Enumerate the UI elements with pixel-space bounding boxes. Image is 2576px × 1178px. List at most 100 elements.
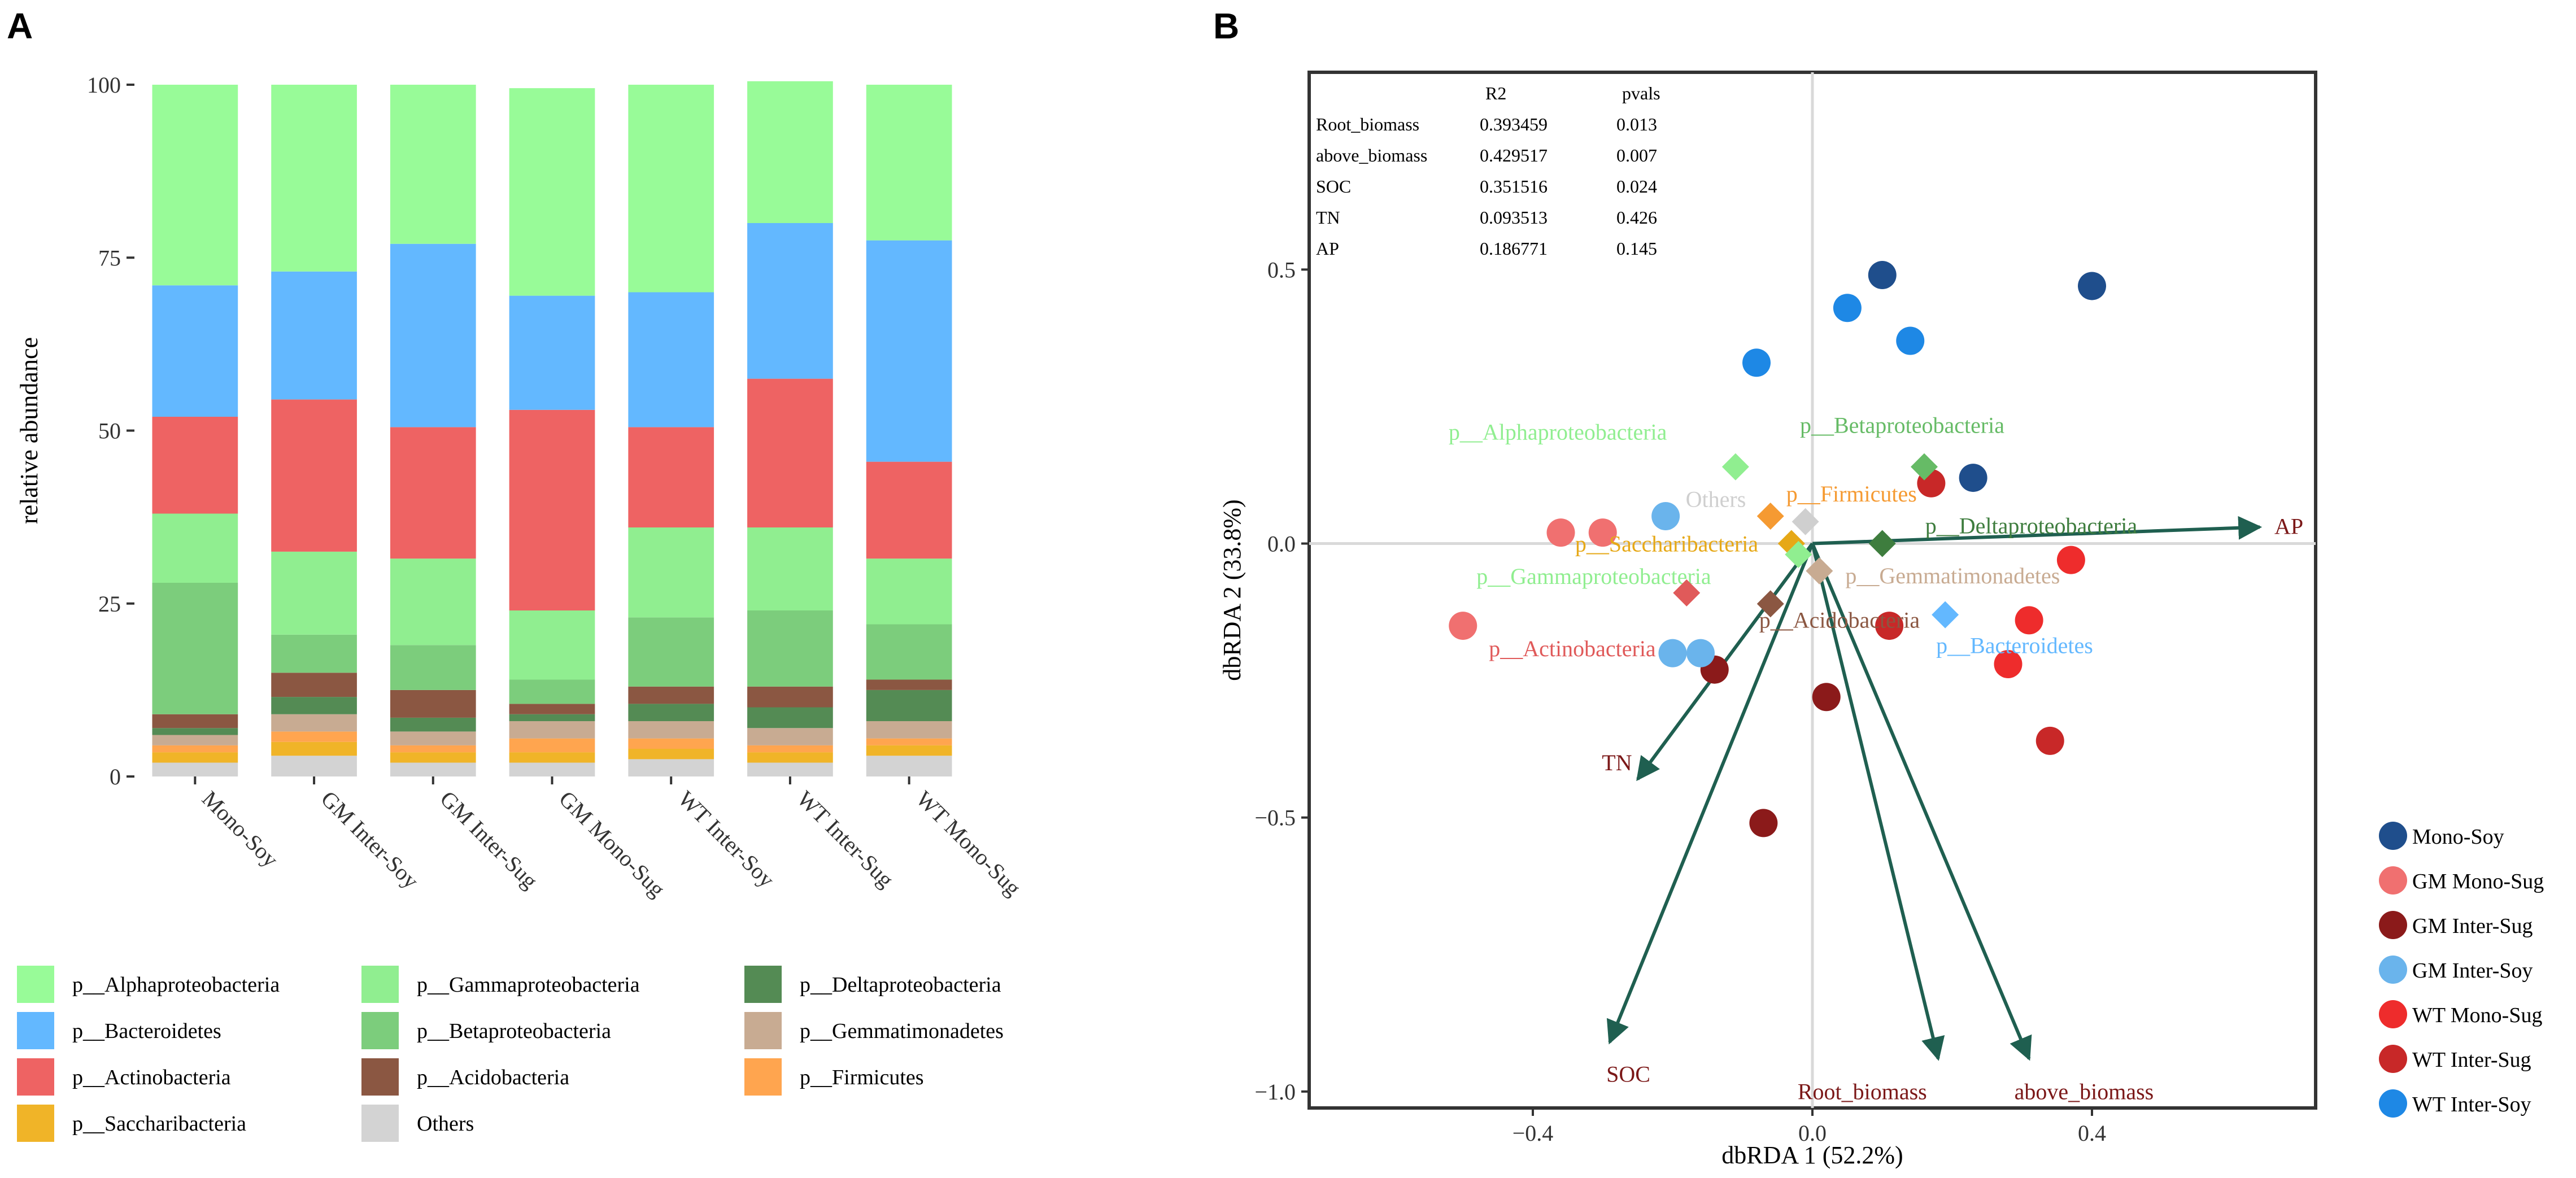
bar-segment-p-betaproteobacteria: [271, 634, 357, 673]
legend-label-gm-mono-sug: GM Mono-Sug: [2412, 870, 2544, 893]
point-gm-inter-soy: [1658, 639, 1687, 667]
env-arrows: AP TN SOC Root_biomass above_biomass: [1602, 513, 2303, 1104]
bar-segment-p-firmicutes: [866, 738, 952, 745]
bar-segment-p-gammaproteobacteria: [152, 513, 238, 583]
point-wt-inter-soy: [1896, 326, 1925, 355]
table-cell: 0.093513: [1480, 207, 1548, 228]
bar-segment-p-alphaproteobacteria: [628, 85, 714, 293]
panel-b-letter: B: [1213, 6, 1239, 46]
table-cell: 0.351516: [1480, 176, 1548, 197]
x-tick-label: WT Inter-Sug: [792, 786, 899, 893]
point-gm-inter-soy: [1686, 639, 1715, 667]
legend-label-p-actinobacteria: p__Actinobacteria: [72, 1066, 231, 1089]
arrow-label-soc: SOC: [1606, 1062, 1650, 1087]
bar-segment-others: [390, 762, 476, 776]
bar-chart-legend: p__Alphaproteobacteria p__Bacteroidetes p_…: [17, 966, 1004, 1142]
bar-segment-p-actinobacteria: [509, 409, 595, 610]
legend-label-p-gammaproteobacteria: p__Gammaproteobacteria: [417, 973, 640, 997]
y-tick-label: 100: [87, 72, 121, 98]
species-label-others: Others: [1686, 487, 1746, 512]
y-tick-label: 0.5: [1267, 257, 1296, 282]
table-cell: 0.024: [1616, 176, 1657, 197]
species-label-p-gemmatimonadetes: p__Gemmatimonadetes: [1845, 563, 2060, 588]
bar-segment-p-alphaproteobacteria: [152, 85, 238, 286]
table-cell: Root_biomass: [1316, 114, 1419, 134]
species-label-p-bacteroidetes: p__Bacteroidetes: [1936, 633, 2093, 658]
bar-segment-p-saccharibacteria: [747, 752, 833, 763]
point-wt-inter-sug: [1875, 612, 1904, 640]
y-tick-label: −0.5: [1254, 805, 1296, 831]
bar-segment-p-firmicutes: [271, 731, 357, 742]
species-marker-others: [1792, 508, 1819, 535]
species-marker-p-betaproteobacteria: [1911, 453, 1938, 481]
point-gm-mono-sug: [1546, 518, 1575, 547]
bar-segment-p-betaproteobacteria: [509, 679, 595, 704]
legend-swatch-p-firmicutes: [744, 1058, 782, 1096]
point-wt-inter-soy: [1833, 294, 1862, 322]
y-tick-label: 25: [98, 591, 121, 617]
legend-swatch-p-alphaproteobacteria: [17, 966, 54, 1003]
bar-segment-others: [866, 756, 952, 776]
bar-segment-p-firmicutes: [747, 745, 833, 753]
y-axis-title: relative abundance: [15, 337, 43, 524]
bar-segment-p-actinobacteria: [866, 461, 952, 559]
point-gm-inter-sug: [1749, 809, 1778, 837]
bar-segment-p-saccharibacteria: [152, 752, 238, 763]
bar-segment-p-saccharibacteria: [628, 749, 714, 760]
bar-segment-p-gemmatimonadetes: [747, 728, 833, 745]
point-mono-soy: [1959, 464, 1987, 492]
bar-segment-p-actinobacteria: [390, 427, 476, 559]
legend-label-wt-inter-soy: WT Inter-Soy: [2412, 1093, 2531, 1116]
species-marker-p-deltaproteobacteria: [1868, 530, 1896, 557]
x-tick-label: WT Mono-Sug: [911, 786, 1026, 901]
y-tick-label: 0.0: [1267, 531, 1296, 557]
bar-segment-p-alphaproteobacteria: [390, 85, 476, 244]
y-tick-label: 75: [98, 245, 121, 270]
bar-segment-p-acidobacteria: [509, 704, 595, 714]
species-label-p-acidobacteria: p__Acidobacteria: [1759, 607, 1920, 632]
legend-dot-mono-soy: [2379, 822, 2407, 850]
bar-segment-p-acidobacteria: [390, 690, 476, 718]
legend-dot-gm-mono-sug: [2379, 866, 2407, 895]
sample-points: [1449, 261, 2106, 837]
bar-segment-p-acidobacteria: [152, 714, 238, 728]
bar-segment-p-betaproteobacteria: [628, 617, 714, 687]
x-axis-title: dbRDA 1 (52.2%): [1721, 1141, 1903, 1169]
bar-segment-p-gemmatimonadetes: [271, 714, 357, 732]
arrow-root-biomass: [1811, 543, 1945, 1061]
bar-segment-p-gemmatimonadetes: [390, 731, 476, 745]
legend-dot-wt-inter-sug: [2379, 1045, 2407, 1073]
point-wt-mono-sug: [2015, 606, 2043, 635]
bar-segment-p-actinobacteria: [747, 378, 833, 527]
point-wt-mono-sug: [2056, 546, 2085, 574]
species-marker-p-gammaproteobacteria: [1785, 540, 1812, 568]
bar-segment-p-firmicutes: [390, 745, 476, 753]
dbrda-biplot: R2 pvals Root_biomass 0.393459 0.013 above_bi…: [1218, 71, 2317, 1169]
bar-segment-p-bacteroidetes: [747, 223, 833, 379]
bar-segment-p-bacteroidetes: [390, 243, 476, 427]
table-cell: SOC: [1316, 176, 1351, 197]
legend-swatch-p-acidobacteria: [361, 1058, 399, 1096]
legend-label-p-saccharibacteria: p__Saccharibacteria: [72, 1112, 246, 1136]
legend-label-p-deltaproteobacteria: p__Deltaproteobacteria: [800, 973, 1001, 997]
arrow-above-biomass: [1811, 543, 2032, 1061]
table-cell: TN: [1316, 207, 1340, 228]
table-cell: above_biomass: [1316, 145, 1427, 165]
bar-segment-p-betaproteobacteria: [152, 583, 238, 714]
x-tick-label: GM Mono-Sug: [554, 786, 670, 902]
species-label-p-saccharibacteria: p__Saccharibacteria: [1575, 531, 1759, 557]
legend-dot-wt-mono-sug: [2379, 1000, 2407, 1028]
legend-label-p-betaproteobacteria: p__Betaproteobacteria: [417, 1019, 611, 1043]
legend-swatch-p-gemmatimonadetes: [744, 1012, 782, 1049]
bar-segment-p-gammaproteobacteria: [747, 527, 833, 610]
point-wt-mono-sug: [1994, 650, 2023, 678]
y-tick-label: −1.0: [1254, 1079, 1296, 1105]
bar-segment-others: [271, 756, 357, 776]
bar-segment-p-bacteroidetes: [509, 295, 595, 410]
bar-segment-p-gemmatimonadetes: [509, 721, 595, 739]
stats-table: R2 pvals Root_biomass 0.393459 0.013 above_bi…: [1316, 83, 1660, 259]
bar-segment-p-gammaproteobacteria: [271, 551, 357, 635]
point-gm-inter-soy: [1651, 502, 1680, 530]
legend-label-p-firmicutes: p__Firmicutes: [800, 1066, 924, 1089]
